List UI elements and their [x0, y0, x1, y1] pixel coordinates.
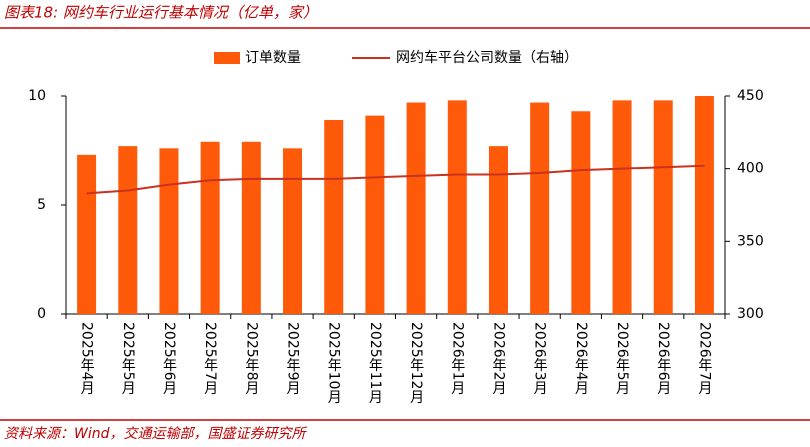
bar — [365, 115, 385, 315]
x-tick-label: 2025年8月 — [243, 322, 259, 396]
x-tick-label: 2025年10月 — [326, 322, 342, 405]
bar — [447, 100, 467, 314]
bar — [612, 100, 632, 314]
bar — [530, 102, 550, 314]
bar — [571, 111, 591, 314]
x-tick-label: 2026年3月 — [532, 322, 548, 396]
bar — [241, 141, 261, 314]
x-tick-label: 2025年9月 — [285, 322, 301, 396]
bar — [283, 148, 303, 314]
x-tick-label: 2026年2月 — [490, 322, 506, 396]
bar — [118, 146, 138, 314]
bar — [200, 141, 220, 314]
x-tick-label: 2026年1月 — [449, 322, 465, 396]
y2-tick-label: 350 — [737, 233, 764, 249]
y-tick-label: 5 — [37, 197, 46, 213]
bar — [77, 154, 97, 314]
y2-tick-label: 400 — [737, 161, 764, 177]
chart-title: 图表18: 网约车行业运行基本情况（亿单，家） — [4, 4, 318, 22]
bar — [653, 100, 673, 314]
line — [86, 164, 705, 195]
x-tick-label: 2026年5月 — [614, 322, 630, 396]
bar — [406, 102, 426, 314]
legend-label: 订单数量 — [245, 50, 301, 66]
bar — [159, 148, 179, 314]
x-tick-label: 2025年12月 — [408, 322, 424, 405]
source-note: 资料来源：Wind，交通运输部，国盛证券研究所 — [4, 426, 307, 442]
x-tick-label: 2025年11月 — [367, 322, 383, 405]
x-tick-label: 2026年7月 — [696, 322, 712, 396]
y-tick-label: 0 — [37, 306, 46, 322]
x-tick-label: 2026年4月 — [573, 322, 589, 396]
x-tick-label: 2025年6月 — [161, 322, 177, 396]
x-tick-label: 2026年6月 — [655, 322, 671, 396]
y2-tick-label: 450 — [737, 88, 764, 104]
bar — [488, 146, 508, 314]
bar — [694, 96, 714, 314]
y2-tick-label: 300 — [737, 306, 764, 322]
legend-label: 网约车平台公司数量（右轴） — [396, 49, 578, 66]
legend-swatch — [214, 52, 240, 64]
x-tick-label: 2025年4月 — [79, 322, 95, 396]
y-tick-label: 10 — [28, 88, 46, 104]
x-tick-label: 2025年5月 — [120, 322, 136, 396]
x-tick-label: 2025年7月 — [202, 322, 218, 396]
bar — [324, 119, 344, 314]
